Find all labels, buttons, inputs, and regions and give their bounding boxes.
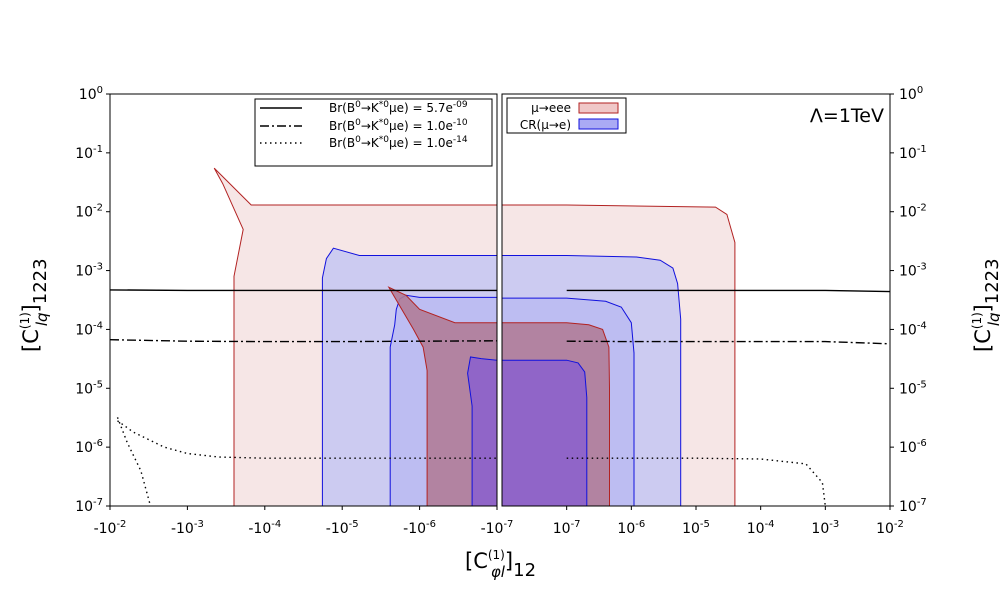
y-axis-label-right: [C(1)lq]1223 [970, 258, 1000, 352]
region-legend-label-2: CR(μ→e) [520, 118, 571, 132]
y-axis-label-left: [C(1)lq]1223 [18, 258, 51, 352]
x-tick-label: -10-5 [326, 519, 359, 537]
br-legend-label-2: Br(B0→K*0μe) = 1.0e-10 [329, 118, 468, 133]
region-4-cr-negative-x [467, 356, 497, 506]
br-lines-negative-x [110, 289, 497, 506]
y-tick-label-right: 10-3 [899, 262, 927, 280]
br-line-solid-0-negative-x [110, 289, 497, 292]
y-tick-label-right: 10-1 [899, 144, 927, 162]
y-tick-label-left: 10-3 [75, 262, 103, 280]
br-legend-label-1: Br(B0→K*0μe) = 5.7e-09 [329, 100, 468, 115]
region-legend-swatch-cr [578, 118, 619, 130]
region-legend-swatch-mu-eee [578, 102, 619, 114]
br-legend: Br(B0→K*0μe) = 5.7e-09 Br(B0→K*0μe) = 1.… [254, 98, 493, 167]
y-tick-label-left: 10-1 [75, 144, 103, 162]
y-tick-label-left: 10-7 [75, 497, 103, 515]
br-legend-box [254, 98, 493, 167]
y-tick-label-left: 100 [79, 85, 103, 103]
lambda-annotation: Λ=1TeV [810, 105, 884, 127]
x-tick-label: -10-7 [481, 519, 514, 537]
x-axis-label: [C(1) φl]12 [465, 548, 536, 581]
x-tick-label: 10-2 [876, 519, 904, 537]
br-legend-label-3: Br(B0→K*0μe) = 1.0e-14 [329, 135, 468, 150]
x-tick-label: -10-4 [248, 519, 281, 537]
y-tick-label-right: 10-4 [899, 320, 927, 338]
region-legend: μ→eee CR(μ→e) [506, 97, 627, 134]
axis-ticks: -10-2 -10-3 -10-4 -10-5 -10-6 -10-7 10-7 10-6 10… [75, 85, 927, 537]
x-tick-label: 10-5 [682, 519, 710, 537]
y-tick-label-left: 10-2 [75, 203, 103, 221]
br-line-solid-0-positive-x [566, 289, 890, 293]
br-line-dotted-3-negative-x [116, 417, 152, 506]
y-tick-label-left: 10-5 [75, 379, 103, 397]
x-tick-label: 10-3 [811, 519, 839, 537]
br-line-dotted-2-negative-x [117, 420, 497, 459]
br-line-dashdot-1-negative-x [110, 339, 497, 343]
x-tick-label: 10-6 [617, 519, 645, 537]
y-tick-label-right: 10-2 [899, 203, 927, 221]
br-lines-positive-x [566, 289, 890, 506]
x-tick-label: -10-3 [171, 519, 204, 537]
br-line-dashdot-1-positive-x [566, 340, 890, 345]
x-tick-label: 10-7 [553, 519, 581, 537]
y-tick-label-right: 100 [899, 85, 923, 103]
y-tick-label-right: 10-6 [899, 438, 927, 456]
x-tick-label: 10-4 [747, 519, 775, 537]
left-panel-frame [109, 93, 498, 507]
regions-positive-x [502, 204, 736, 506]
y-tick-label-right: 10-7 [899, 497, 927, 515]
y-tick-label-right: 10-5 [899, 379, 927, 397]
y-tick-label-left: 10-4 [75, 320, 103, 338]
region-4-cr-positive-x [502, 359, 588, 506]
regions-negative-x [213, 167, 497, 506]
x-tick-label: -10-2 [94, 519, 127, 537]
x-tick-label: -10-6 [403, 519, 436, 537]
y-tick-label-left: 10-6 [75, 438, 103, 456]
region-legend-label-1: μ→eee [531, 101, 571, 115]
region-3-mu-eee-negative-x [387, 286, 497, 506]
